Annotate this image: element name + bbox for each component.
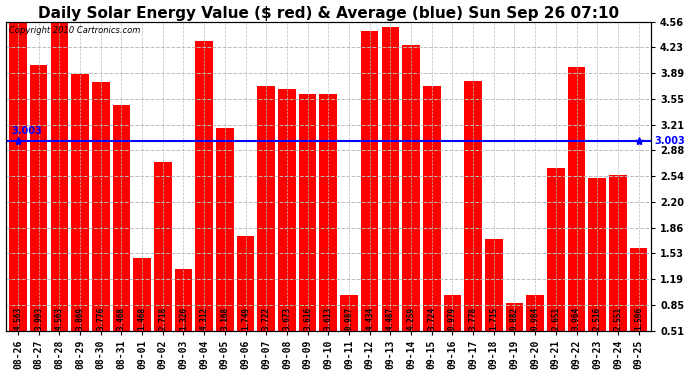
Text: 3.168: 3.168 <box>220 306 229 330</box>
Bar <box>506 303 523 331</box>
Bar <box>257 86 275 331</box>
Text: 2.651: 2.651 <box>551 306 560 330</box>
Text: 4.259: 4.259 <box>406 306 415 330</box>
Text: 3.616: 3.616 <box>303 306 312 330</box>
Text: 3.673: 3.673 <box>282 306 291 330</box>
Text: 3.003: 3.003 <box>12 126 43 136</box>
Text: 1.715: 1.715 <box>489 306 498 330</box>
Text: 3.869: 3.869 <box>75 306 85 330</box>
Bar <box>568 67 585 331</box>
Text: 2.551: 2.551 <box>613 306 622 330</box>
Text: 3.993: 3.993 <box>34 306 43 330</box>
Text: 1.596: 1.596 <box>634 306 643 330</box>
Text: 4.563: 4.563 <box>55 306 64 330</box>
Text: 0.987: 0.987 <box>344 306 353 330</box>
Bar <box>609 175 627 331</box>
Bar <box>278 90 296 331</box>
Bar <box>154 162 172 331</box>
Bar <box>526 295 544 331</box>
Bar <box>237 236 255 331</box>
Bar <box>112 105 130 331</box>
Text: 3.724: 3.724 <box>427 306 436 330</box>
Text: 4.563: 4.563 <box>14 306 23 330</box>
Text: 2.718: 2.718 <box>158 306 167 330</box>
Text: 3.776: 3.776 <box>96 306 105 330</box>
Bar <box>216 128 234 331</box>
Bar <box>50 21 68 331</box>
Bar <box>630 248 647 331</box>
Bar <box>423 86 440 331</box>
Bar <box>9 21 27 331</box>
Bar <box>485 239 502 331</box>
Text: 3.468: 3.468 <box>117 306 126 330</box>
Text: 1.749: 1.749 <box>241 306 250 330</box>
Bar <box>382 27 399 331</box>
Text: Copyright 2010 Cartronics.com: Copyright 2010 Cartronics.com <box>9 26 140 35</box>
Text: 2.516: 2.516 <box>593 306 602 330</box>
Text: 4.312: 4.312 <box>199 306 208 330</box>
Bar <box>195 40 213 331</box>
Bar <box>340 295 358 331</box>
Text: 4.487: 4.487 <box>386 306 395 330</box>
Bar <box>402 45 420 331</box>
Text: 0.882: 0.882 <box>510 306 519 330</box>
Text: 4.434: 4.434 <box>365 306 374 330</box>
Title: Daily Solar Energy Value ($ red) & Average (blue) Sun Sep 26 07:10: Daily Solar Energy Value ($ red) & Avera… <box>38 6 619 21</box>
Bar <box>71 75 89 331</box>
Bar <box>444 295 461 331</box>
Bar <box>361 32 378 331</box>
Bar <box>299 94 317 331</box>
Text: 0.979: 0.979 <box>448 306 457 330</box>
Text: 3.613: 3.613 <box>324 306 333 330</box>
Bar <box>464 81 482 331</box>
Bar <box>319 94 337 331</box>
Bar <box>30 65 48 331</box>
Text: 1.320: 1.320 <box>179 306 188 330</box>
Bar <box>175 269 193 331</box>
Text: 0.984: 0.984 <box>531 306 540 330</box>
Text: 3.722: 3.722 <box>262 306 270 330</box>
Bar <box>547 168 564 331</box>
Text: 3.003: 3.003 <box>654 136 685 146</box>
Text: 3.964: 3.964 <box>572 306 581 330</box>
Bar <box>133 258 151 331</box>
Bar <box>92 82 110 331</box>
Bar <box>589 178 606 331</box>
Text: 1.468: 1.468 <box>137 306 146 330</box>
Text: 3.778: 3.778 <box>469 306 477 330</box>
